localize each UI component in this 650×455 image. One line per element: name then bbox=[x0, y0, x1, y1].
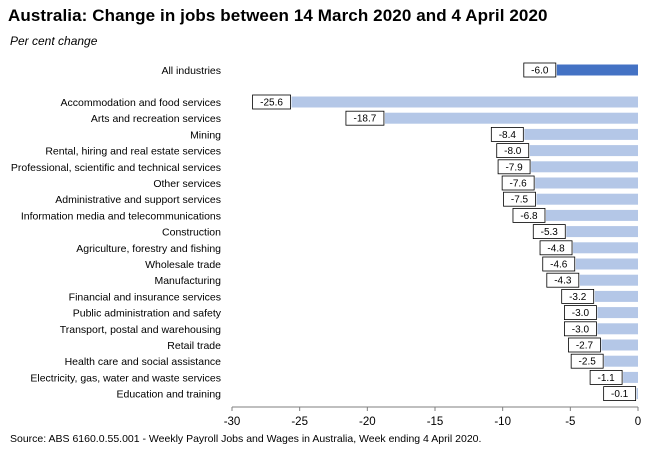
bar bbox=[566, 226, 638, 238]
data-label: -18.7 bbox=[354, 114, 377, 125]
data-label-box bbox=[490, 127, 524, 142]
x-tick-label: 0 bbox=[635, 416, 641, 428]
data-label: -3.0 bbox=[572, 324, 590, 335]
bar bbox=[604, 355, 638, 367]
bar bbox=[524, 128, 638, 140]
data-label: -8.4 bbox=[499, 130, 517, 141]
chart-title: Australia: Change in jobs between 14 Mar… bbox=[8, 6, 548, 25]
category-label: Electricity, gas, water and waste servic… bbox=[30, 372, 221, 384]
data-label-box bbox=[564, 321, 597, 337]
chart-subtitle: Per cent change bbox=[10, 34, 98, 48]
bar bbox=[529, 145, 638, 157]
x-tick-label: -20 bbox=[359, 416, 376, 428]
data-label: -3.0 bbox=[572, 308, 590, 319]
category-label: Accommodation and food services bbox=[61, 97, 222, 109]
data-label: -0.1 bbox=[611, 389, 629, 400]
category-label: Education and training bbox=[117, 389, 222, 401]
category-label: Manufacturing bbox=[154, 275, 221, 287]
data-label: -6.8 bbox=[520, 211, 538, 222]
data-label-box bbox=[603, 386, 637, 402]
category-label: Mining bbox=[190, 129, 221, 141]
data-label-box bbox=[546, 272, 580, 288]
data-label: -1.1 bbox=[597, 373, 615, 384]
x-tick-label: -5 bbox=[565, 416, 575, 428]
data-label-box bbox=[539, 240, 573, 256]
category-label: Retail trade bbox=[167, 340, 221, 352]
category-label: Wholesale trade bbox=[145, 259, 221, 271]
category-label: Transport, postal and warehousing bbox=[60, 324, 221, 336]
bar bbox=[556, 64, 638, 76]
data-label-box bbox=[512, 207, 546, 223]
data-label-box bbox=[570, 353, 604, 369]
category-label: Agriculture, forestry and fishing bbox=[76, 243, 221, 255]
category-label: All industries bbox=[161, 65, 221, 77]
data-label: -4.8 bbox=[547, 243, 565, 254]
data-label: -7.9 bbox=[505, 162, 523, 173]
category-label: Other services bbox=[153, 178, 221, 190]
data-label-box bbox=[497, 159, 531, 175]
x-tick-label: -10 bbox=[494, 416, 511, 428]
bar bbox=[536, 193, 638, 205]
data-label-box bbox=[542, 256, 576, 272]
data-label: -25.6 bbox=[260, 98, 283, 109]
data-label: -7.6 bbox=[510, 179, 528, 190]
data-label: -4.6 bbox=[550, 260, 568, 271]
category-label: Rental, hiring and real estate services bbox=[45, 146, 221, 158]
data-label-box bbox=[503, 191, 536, 207]
bar bbox=[623, 371, 638, 383]
bar bbox=[531, 161, 638, 173]
data-label: -3.2 bbox=[569, 292, 587, 303]
data-label: -2.5 bbox=[579, 357, 597, 368]
bar bbox=[291, 96, 638, 108]
data-label-box bbox=[345, 110, 385, 126]
category-label: Professional, scientific and technical s… bbox=[11, 162, 221, 174]
category-label: Administrative and support services bbox=[55, 194, 221, 206]
data-label: -2.7 bbox=[576, 341, 594, 352]
data-label-box bbox=[532, 224, 566, 240]
bar bbox=[573, 242, 638, 254]
category-label: Construction bbox=[162, 227, 221, 239]
x-tick-label: -15 bbox=[427, 416, 444, 428]
data-label: -7.5 bbox=[511, 195, 529, 206]
bar bbox=[384, 112, 638, 124]
data-label-box bbox=[589, 369, 623, 385]
category-label: Information media and telecommunications bbox=[21, 210, 221, 222]
bar bbox=[594, 290, 638, 302]
data-label-box bbox=[496, 143, 530, 159]
category-label: Arts and recreation services bbox=[91, 113, 221, 125]
data-label-box bbox=[523, 62, 557, 78]
data-label: -8.0 bbox=[504, 146, 522, 157]
bar bbox=[636, 388, 638, 400]
category-label: Financial and insurance services bbox=[69, 291, 221, 303]
data-label-box bbox=[564, 305, 597, 321]
category-label: Health care and social assistance bbox=[65, 356, 222, 368]
bar bbox=[535, 177, 638, 189]
data-label-box bbox=[501, 175, 535, 191]
data-label-box bbox=[568, 337, 601, 353]
data-label-box bbox=[252, 94, 291, 110]
bar bbox=[597, 323, 638, 335]
x-tick-label: -25 bbox=[291, 416, 308, 428]
bar bbox=[597, 307, 638, 319]
bar bbox=[579, 274, 638, 286]
data-label: -5.3 bbox=[541, 227, 559, 238]
x-tick-label: -30 bbox=[224, 416, 241, 428]
bar bbox=[545, 209, 638, 221]
category-label: Public administration and safety bbox=[73, 308, 222, 320]
bar bbox=[601, 339, 638, 351]
data-label-box bbox=[561, 288, 595, 304]
data-label: -4.3 bbox=[554, 276, 572, 287]
data-label: -6.0 bbox=[531, 66, 549, 77]
bar bbox=[575, 258, 638, 270]
source-note: Source: ABS 6160.0.55.001 - Weekly Payro… bbox=[10, 433, 482, 445]
